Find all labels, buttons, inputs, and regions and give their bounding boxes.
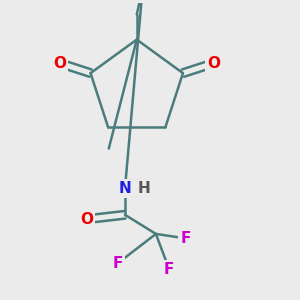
Text: O: O	[53, 56, 66, 70]
Text: H: H	[138, 181, 151, 196]
Text: F: F	[112, 256, 123, 271]
Text: N: N	[118, 181, 131, 196]
Text: O: O	[80, 212, 93, 227]
Text: O: O	[207, 56, 220, 70]
Text: F: F	[180, 231, 190, 246]
Text: F: F	[164, 262, 174, 277]
